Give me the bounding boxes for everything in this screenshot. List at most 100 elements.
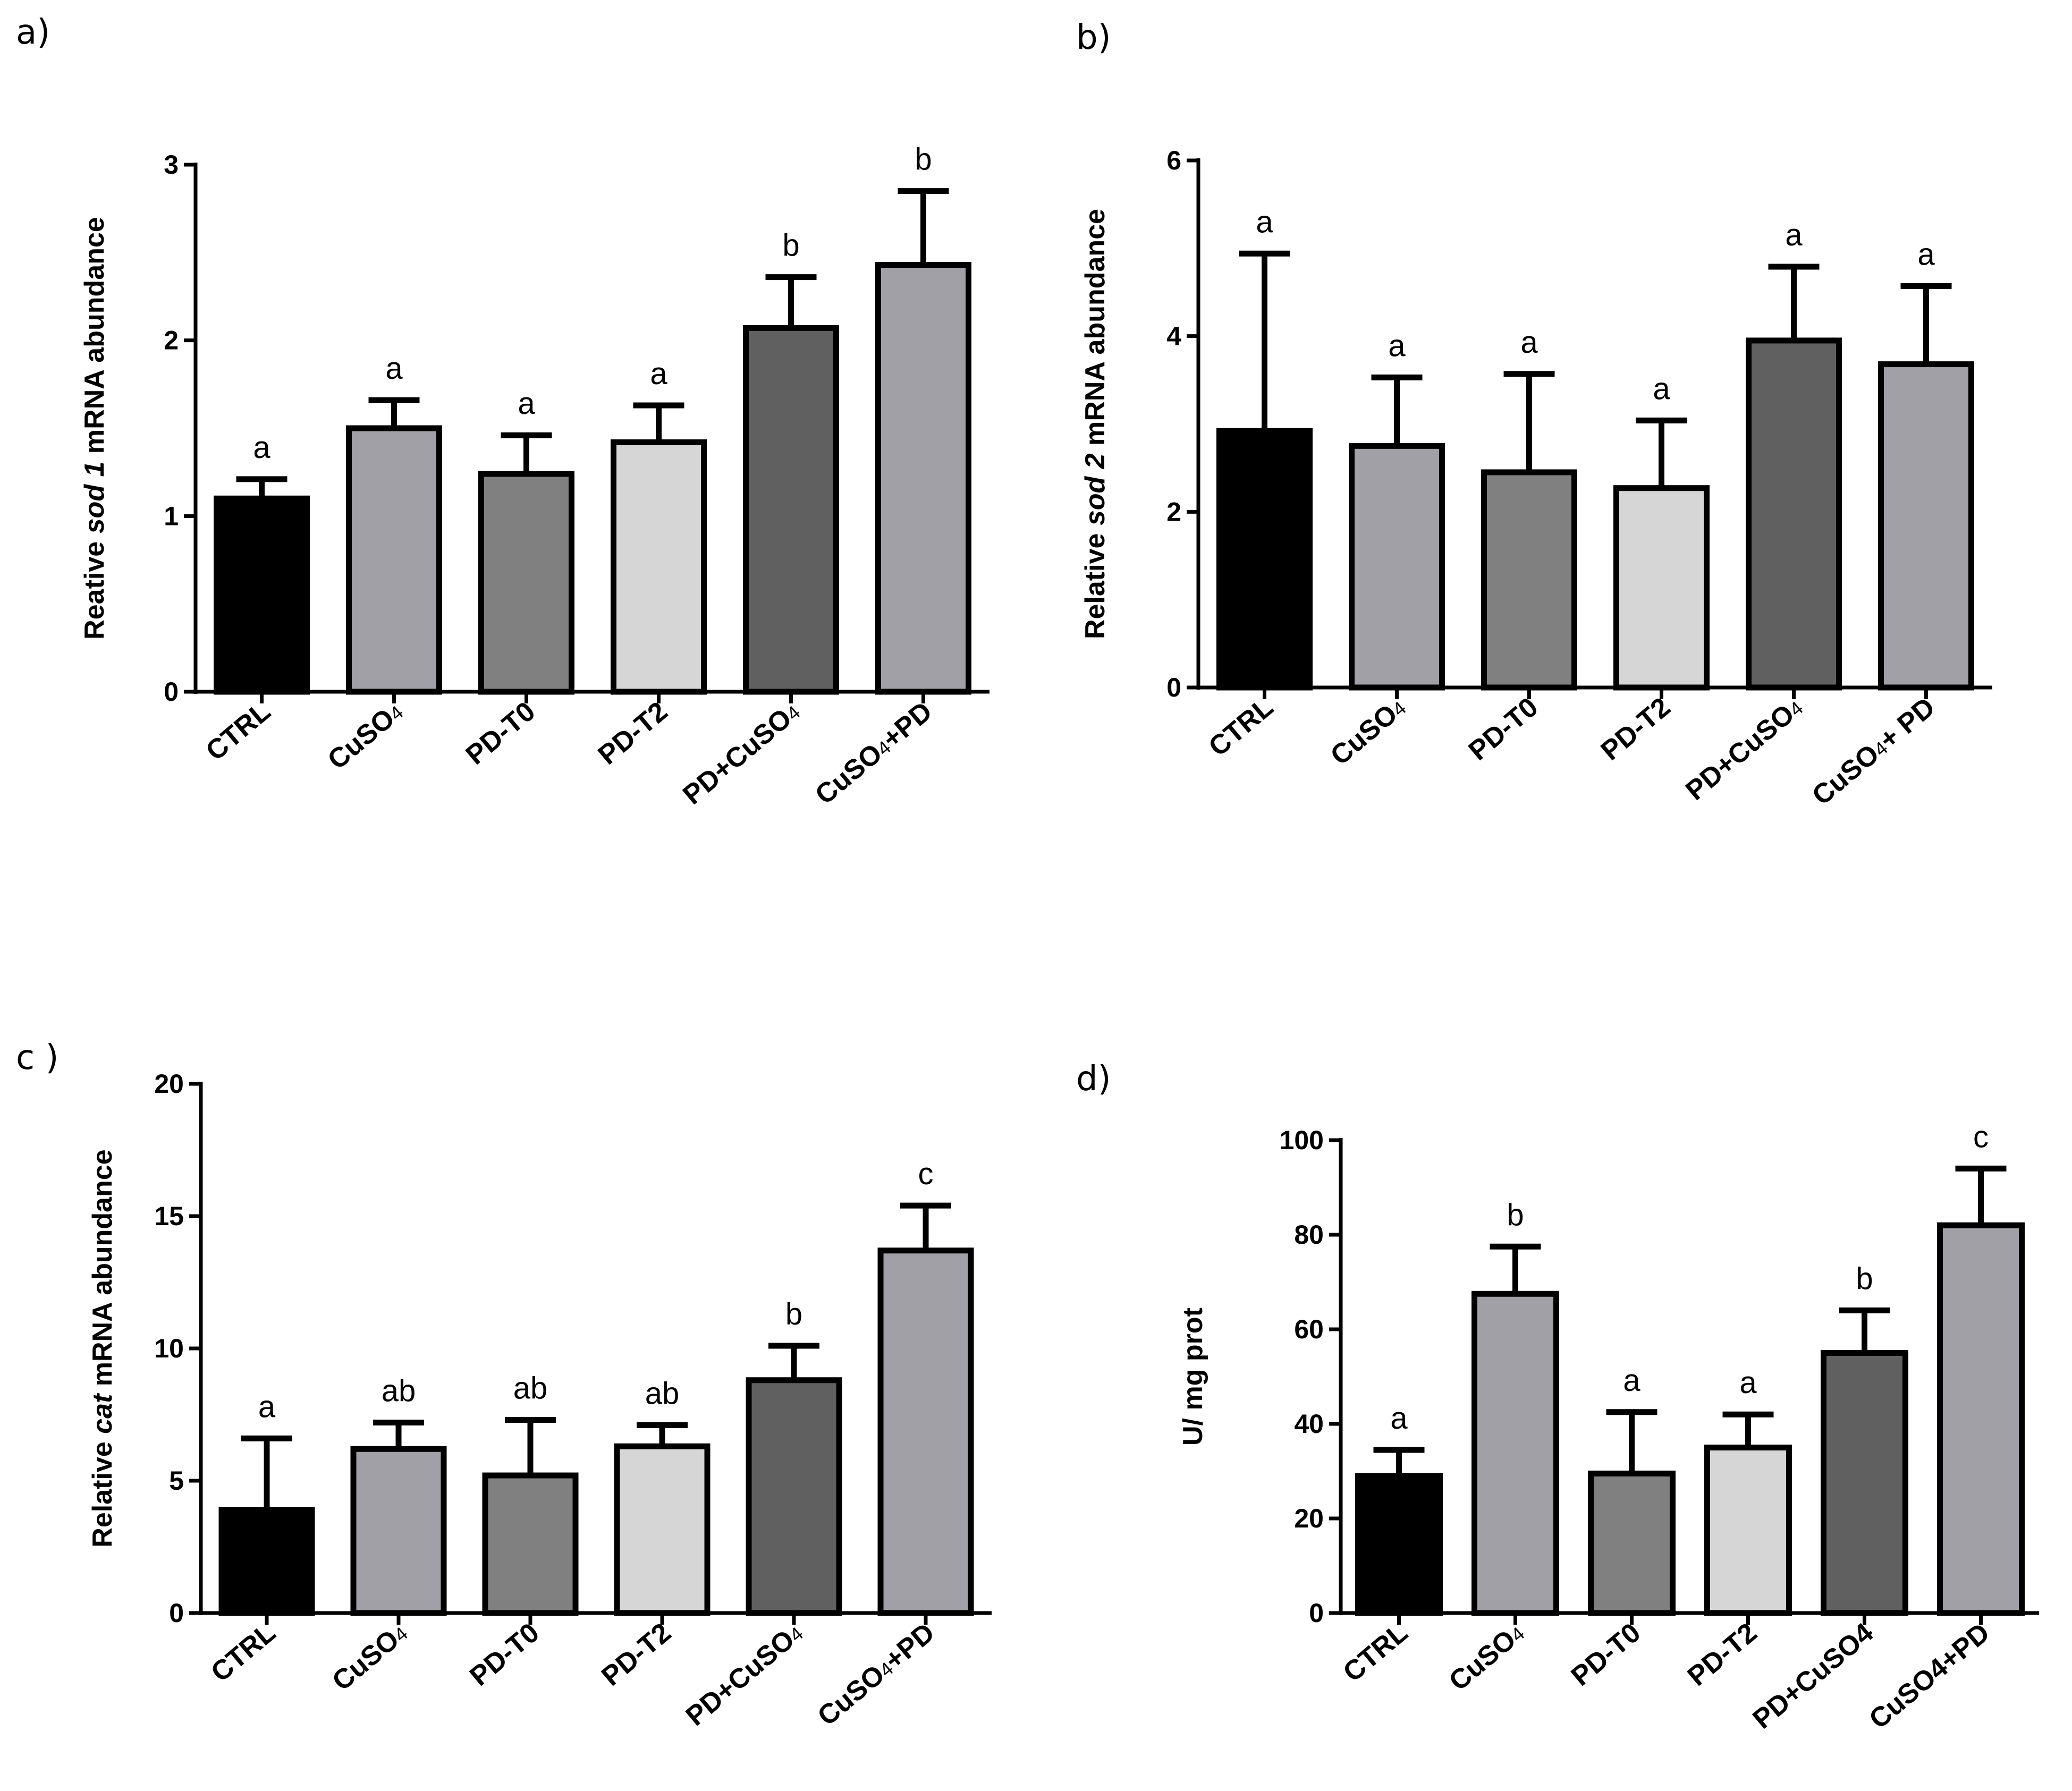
bar — [1471, 1291, 1559, 1616]
significance-letter: a — [253, 430, 270, 465]
y-tick-label: 2 — [164, 326, 179, 355]
category-label: PD+CuSO4 — [1680, 692, 1808, 807]
chart-panel-d: d) U/ mg prot a CTRL b CuSO4 a PD-T0 a PD-T2 b PD+C… — [1076, 1059, 2039, 1735]
y-tick-label: 0 — [1166, 673, 1181, 702]
significance-letter: a — [1256, 205, 1273, 239]
significance-letter: a — [1390, 1401, 1408, 1436]
panel-label: c ) — [16, 1038, 59, 1077]
chart-panel-b: b) Relative sod 2 mRNA abundance a CTRL a CuS… — [1076, 18, 1992, 811]
category-label: CuSO4+PD — [812, 1617, 941, 1732]
bar — [1613, 485, 1710, 691]
y-tick-label: 15 — [154, 1201, 184, 1231]
bar — [1746, 337, 1842, 691]
significance-letter: b — [915, 142, 932, 177]
bar — [1216, 428, 1313, 691]
y-axis-label: U/ mg prot — [1178, 1308, 1208, 1446]
category-label: CuSO4+PD — [1864, 1617, 1996, 1735]
category-label: PD-T0 — [464, 1617, 545, 1692]
bar — [611, 439, 707, 695]
bar — [1821, 1350, 1908, 1616]
category-label: PD-T2 — [593, 696, 673, 771]
category-label: CuSO4 — [326, 1617, 413, 1697]
bar — [218, 1507, 315, 1616]
significance-letter: ab — [513, 1371, 548, 1405]
y-tick-label: 10 — [154, 1334, 184, 1363]
category-label: PD+CuSO4 — [1747, 1617, 1880, 1735]
y-tick-label: 80 — [1294, 1220, 1324, 1250]
significance-letter: a — [1520, 325, 1538, 360]
y-tick-label: 6 — [1166, 146, 1181, 175]
y-axis-label: Relative sod 2 mRNA abundance — [1080, 209, 1111, 639]
category-label: CuSO4+PD — [809, 696, 938, 811]
bar — [1704, 1445, 1792, 1616]
bar — [877, 1247, 974, 1616]
y-tick-label: 0 — [1309, 1598, 1324, 1628]
bar — [478, 471, 574, 695]
category-label: CTRL — [205, 1617, 281, 1688]
significance-letter: b — [1507, 1198, 1524, 1232]
significance-letter: b — [1856, 1261, 1873, 1296]
significance-letter: c — [1973, 1119, 1989, 1154]
category-label: PD-T2 — [1595, 692, 1676, 767]
bar — [350, 1446, 447, 1616]
y-tick-label: 20 — [154, 1069, 184, 1099]
bar — [1481, 469, 1577, 691]
bar — [743, 325, 839, 695]
y-tick-label: 1 — [164, 501, 179, 531]
significance-letter: ab — [382, 1373, 416, 1408]
category-label: PD-T0 — [1463, 692, 1544, 767]
category-label: CuSO4 — [322, 696, 409, 776]
significance-letter: a — [1785, 218, 1803, 252]
panel-label: b) — [1076, 18, 1111, 57]
y-tick-label: 20 — [1294, 1504, 1324, 1533]
significance-letter: a — [1917, 237, 1935, 271]
category-label: CTRL — [200, 696, 276, 767]
y-tick-label: 100 — [1280, 1125, 1324, 1155]
bar — [1588, 1470, 1676, 1616]
category-label: CuSO4+ PD — [1806, 692, 1941, 811]
bar — [746, 1377, 842, 1616]
bar — [346, 425, 442, 695]
bar — [482, 1472, 579, 1616]
category-label: CuSO4 — [1325, 692, 1411, 771]
significance-letter: a — [1653, 371, 1670, 406]
chart-panel-a: a) Reative sod 1 mRNA abundance a CTRL a CuSO… — [16, 13, 990, 811]
bar — [1878, 361, 1974, 691]
chart-panel-c: c ) Relative cat mRNA abundance a CTRL ab CuS… — [16, 1038, 992, 1732]
significance-letter: a — [1739, 1365, 1757, 1400]
panel-label: d) — [1076, 1059, 1111, 1099]
y-axis-label: Reative sod 1 mRNA abundance — [79, 217, 110, 640]
bar — [875, 261, 971, 695]
significance-letter: b — [785, 1297, 802, 1331]
y-tick-label: 4 — [1166, 321, 1181, 351]
y-tick-label: 60 — [1294, 1314, 1324, 1344]
bar — [214, 495, 310, 695]
significance-letter: a — [385, 351, 403, 386]
significance-letter: ab — [645, 1376, 680, 1411]
category-label: CTRL — [1338, 1617, 1414, 1688]
bar — [1937, 1222, 2025, 1616]
y-axis-label: Relative cat mRNA abundance — [87, 1149, 118, 1547]
significance-letter: a — [258, 1389, 276, 1424]
category-label: CuSO4 — [1443, 1617, 1530, 1697]
significance-letter: c — [918, 1157, 934, 1191]
category-label: PD+CuSO4 — [680, 1617, 809, 1732]
y-tick-label: 0 — [169, 1598, 184, 1628]
significance-letter: b — [782, 228, 799, 263]
category-label: PD+CuSO4 — [677, 696, 806, 811]
y-tick-label: 5 — [169, 1466, 184, 1496]
significance-letter: a — [1623, 1363, 1640, 1398]
y-tick-label: 2 — [1166, 497, 1181, 527]
significance-letter: a — [518, 386, 535, 421]
significance-letter: a — [650, 356, 667, 391]
category-label: PD-T0 — [460, 696, 541, 771]
category-label: PD-T2 — [1682, 1617, 1763, 1692]
y-tick-label: 3 — [164, 150, 179, 180]
y-tick-label: 0 — [164, 677, 179, 707]
bar — [614, 1443, 711, 1616]
y-tick-label: 40 — [1294, 1409, 1324, 1439]
bar — [1349, 443, 1445, 691]
category-label: PD-T2 — [596, 1617, 676, 1692]
category-label: PD-T0 — [1566, 1617, 1646, 1692]
